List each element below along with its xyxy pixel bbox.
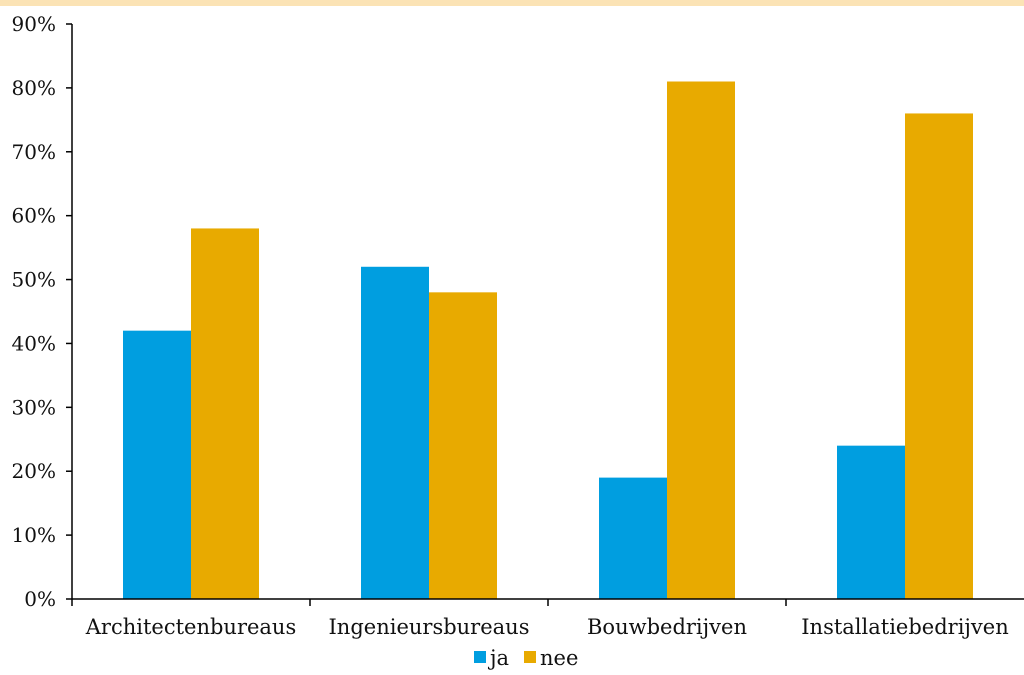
y-tick-label: 10% <box>12 523 56 547</box>
legend-label-ja: ja <box>487 646 509 670</box>
y-tick-label: 70% <box>12 140 56 164</box>
x-category-label: Ingenieursbureaus <box>329 615 530 639</box>
y-tick-label: 0% <box>24 587 56 611</box>
y-tick-label: 90% <box>12 12 56 36</box>
x-category-label: Bouwbedrijven <box>587 615 747 639</box>
y-tick-label: 40% <box>12 331 56 355</box>
bar-ja-2 <box>599 477 667 599</box>
bar-ja-3 <box>837 445 905 599</box>
y-axis: 0% 10% 20% 30% 40% 50% 60% 70% 80% 90% <box>12 12 73 611</box>
y-tick-label: 30% <box>12 395 56 419</box>
x-axis: Architectenbureaus Ingenieursbureaus Bouwb… <box>71 598 1024 639</box>
legend: ja nee <box>474 646 578 670</box>
bar-nee-2 <box>667 81 735 599</box>
bars <box>123 81 973 599</box>
y-tick-label: 50% <box>12 268 56 292</box>
bar-nee-1 <box>429 292 497 599</box>
legend-swatch-ja <box>474 651 486 663</box>
bar-ja-1 <box>361 266 429 599</box>
bar-ja-0 <box>123 330 191 599</box>
y-tick-label: 60% <box>12 204 56 228</box>
y-tick-label: 80% <box>12 76 56 100</box>
bar-nee-3 <box>905 113 973 599</box>
y-tick-label: 20% <box>12 459 56 483</box>
legend-swatch-nee <box>524 651 536 663</box>
x-category-label: Installatiebedrijven <box>801 615 1009 639</box>
top-band <box>0 0 1024 6</box>
bar-nee-0 <box>191 228 259 599</box>
legend-label-nee: nee <box>540 646 578 670</box>
x-category-label: Architectenbureaus <box>85 615 296 639</box>
